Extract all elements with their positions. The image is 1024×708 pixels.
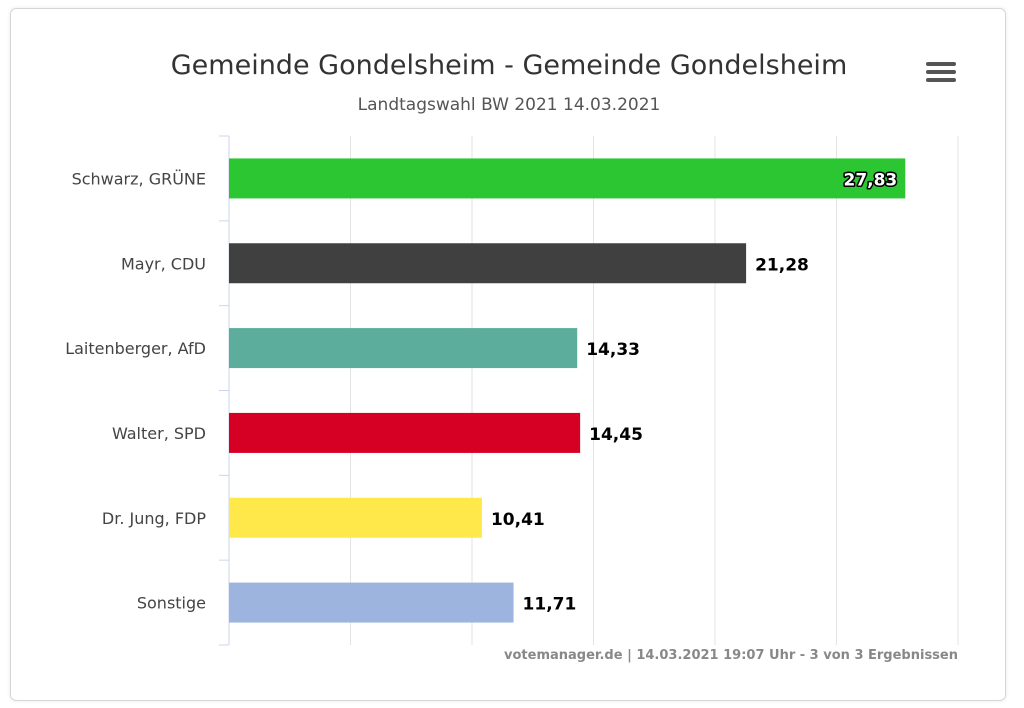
chart-title: Gemeinde Gondelsheim - Gemeinde Gondelsh… xyxy=(170,50,848,81)
bar xyxy=(229,412,581,453)
data-label: 14,45 xyxy=(589,425,643,445)
category-label: Schwarz, GRÜNE xyxy=(72,169,206,188)
category-label: Walter, SPD xyxy=(112,424,206,443)
category-label: Laitenberger, AfD xyxy=(65,339,206,358)
data-label: 10,41 xyxy=(491,510,545,530)
bar xyxy=(229,582,514,623)
chart-subtitle: Landtagswahl BW 2021 14.03.2021 xyxy=(357,95,661,115)
hamburger-menu-icon[interactable] xyxy=(926,62,956,86)
bar xyxy=(229,328,578,369)
data-label: 27,83 xyxy=(843,170,897,190)
data-label: 11,71 xyxy=(523,595,577,615)
bar xyxy=(229,158,906,199)
chart-credits[interactable]: votemanager.de | 14.03.2021 19:07 Uhr - … xyxy=(504,648,958,663)
category-label: Dr. Jung, FDP xyxy=(102,509,206,528)
data-label: 14,33 xyxy=(586,340,640,360)
category-label: Sonstige xyxy=(137,594,206,613)
chart-container xyxy=(10,8,1006,701)
category-label: Mayr, CDU xyxy=(121,254,206,273)
bar xyxy=(229,243,747,284)
data-label: 21,28 xyxy=(755,255,809,275)
bar xyxy=(229,497,482,538)
